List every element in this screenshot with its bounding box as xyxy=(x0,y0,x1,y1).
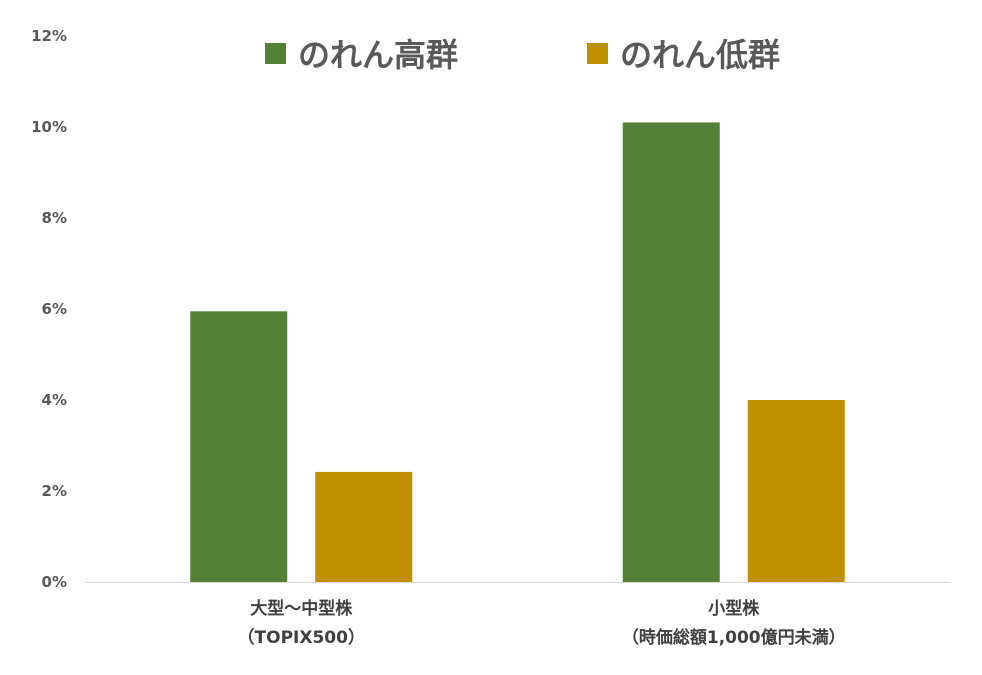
x-axis: 大型～中型株 （TOPIX500） 小型株 （時価総額1,000億円未満） xyxy=(238,598,846,648)
bar-series-1-category-2 xyxy=(622,122,720,582)
legend-swatch xyxy=(587,43,608,64)
y-tick-label: 10% xyxy=(31,118,67,136)
y-axis: 0% 2% 4% 6% 8% 10% 12% xyxy=(31,27,67,591)
category-label: 大型～中型株 xyxy=(250,598,353,619)
y-tick-label: 6% xyxy=(42,300,67,318)
category-label: （時価総額1,000億円未満） xyxy=(622,627,846,648)
bars xyxy=(190,122,845,582)
bar-series-1-category-1 xyxy=(190,311,288,582)
bar-series-2-category-1 xyxy=(315,471,413,582)
legend-label: のれん高群 xyxy=(298,36,458,74)
y-tick-label: 12% xyxy=(31,27,67,45)
category-label: （TOPIX500） xyxy=(238,627,365,648)
category-label: 小型株 xyxy=(708,598,760,619)
legend-label: のれん低群 xyxy=(620,36,780,74)
bar-series-2-category-2 xyxy=(747,400,845,582)
y-tick-label: 4% xyxy=(42,391,67,409)
legend-swatch xyxy=(265,43,286,64)
y-tick-label: 8% xyxy=(42,209,67,227)
y-tick-label: 2% xyxy=(42,482,67,500)
y-tick-label: 0% xyxy=(42,573,67,591)
legend: のれん高群 のれん低群 xyxy=(265,36,780,74)
